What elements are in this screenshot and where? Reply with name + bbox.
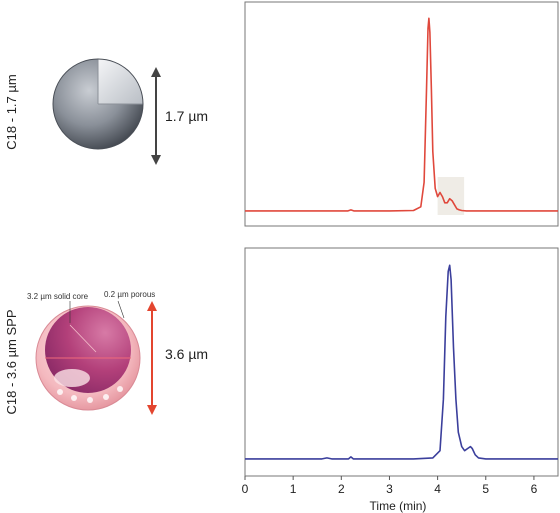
x-axis-ticks: 0 1 2 3 4 5 6 [242, 476, 538, 496]
x-tick-label: 4 [434, 482, 441, 496]
x-tick-label: 6 [531, 482, 538, 496]
x-axis-label: Time (min) [370, 499, 427, 513]
particle-1-7um-illustration [52, 58, 144, 150]
size-label-3-6um: 3.6 µm [165, 346, 208, 362]
porous-label: 0.2 µm porous [104, 290, 155, 299]
x-tick-label: 0 [242, 482, 249, 496]
column-label-c18-1-7um: C18 - 1.7 µm [4, 74, 19, 149]
particle-spp-illustration [35, 305, 141, 411]
x-tick-label: 5 [482, 482, 489, 496]
size-label-1-7um: 1.7 µm [165, 108, 208, 124]
chart-frame-3-6um [244, 247, 559, 477]
core-label: 3.2 µm solid core [27, 292, 89, 301]
column-label-c18-3-6um-spp: C18 - 3.6 µm SPP [4, 309, 19, 414]
chromatogram-trace-1-7um [245, 17, 558, 212]
chromatogram-1-7um [244, 1, 559, 227]
x-tick-label: 2 [338, 482, 345, 496]
porous-leader-line [117, 300, 125, 319]
x-tick-label: 1 [290, 482, 297, 496]
chromatogram-3-6um-spp: 0 1 2 3 4 5 6 Time (min) [242, 247, 559, 513]
x-tick-label: 3 [386, 482, 393, 496]
chromatogram-trace-3-6um [245, 264, 558, 460]
chart-frame-1-7um [244, 1, 559, 227]
